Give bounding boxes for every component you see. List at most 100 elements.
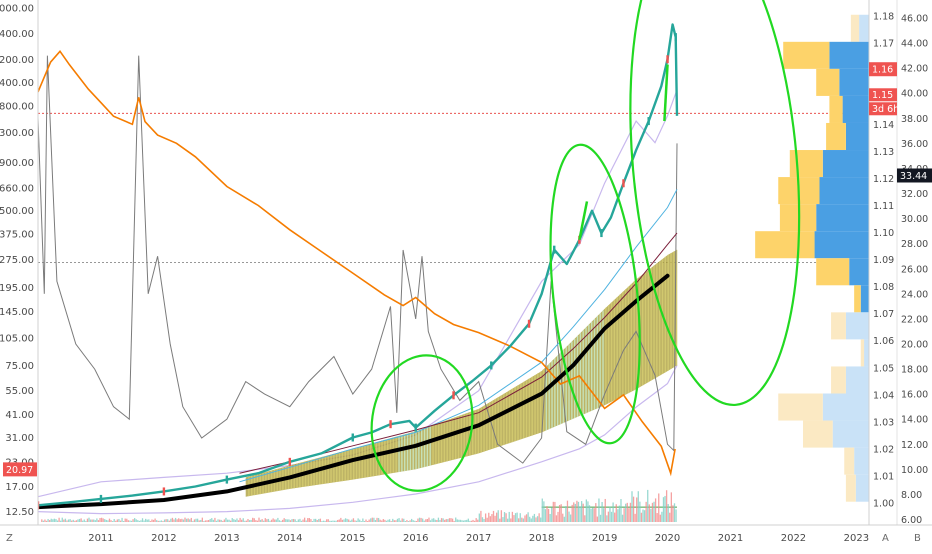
volume-bar (299, 518, 301, 522)
volume-bar (179, 519, 181, 522)
volume-bar (300, 520, 303, 522)
volume-bar (263, 520, 265, 522)
volume-bar (124, 518, 126, 522)
ratio-tick-label: 1.07 (873, 309, 894, 320)
volume-bar (228, 519, 230, 522)
volume-bar (83, 519, 85, 522)
volume-bar (86, 518, 89, 522)
time-axis[interactable]: 2011 2012 2013 2014 2015 2016 2017 2018 2019 2020… (88, 533, 869, 544)
volume-bar (588, 505, 591, 522)
volume-bar (423, 520, 425, 522)
volume-bar (58, 517, 60, 522)
volume-bar (659, 514, 661, 522)
volume-bar (201, 517, 203, 522)
volume-bar (593, 508, 595, 522)
volume-bar (411, 518, 413, 522)
volume-bar (552, 501, 554, 522)
profile-bar-up (783, 41, 830, 69)
volume-bar (426, 519, 429, 522)
volume-bar (64, 518, 67, 522)
candle (452, 391, 455, 400)
candle (389, 420, 392, 429)
volume-bar (582, 503, 584, 522)
volume-bar (143, 520, 145, 522)
price-tick-label: 14.00 (901, 415, 928, 426)
time-tick-label: 2016 (403, 533, 428, 544)
ratio-tick-label: 1.13 (873, 147, 894, 158)
price-tick-label: 10.00 (901, 465, 928, 476)
volume-bar (422, 518, 424, 522)
profile-bar-down (849, 258, 869, 286)
hand-drawn-annotations (370, 0, 801, 492)
volume-bar (305, 520, 307, 522)
volume-bar (480, 510, 482, 522)
volume-bar (547, 508, 550, 522)
volume-bar (459, 519, 462, 522)
price-tick-label: 22.00 (901, 314, 928, 325)
volume-bar (91, 519, 93, 522)
axis-letter-b[interactable]: B (914, 533, 921, 544)
volume-bar (540, 517, 542, 522)
left-price-axis[interactable]: 6000.00 4400.00 3200.00 2400.00 1800.00 1300.… (0, 4, 34, 519)
volume-bar (403, 518, 405, 522)
volume-bar (420, 517, 422, 522)
volume-bar (311, 521, 314, 522)
volume-bar (146, 519, 148, 522)
green-ellipse-2018 (549, 143, 641, 445)
volume-bar (111, 521, 114, 522)
bottom-axis-panel (0, 525, 932, 550)
price-tick-label: 26.00 (901, 264, 928, 275)
volume-bar (399, 520, 402, 522)
right-price-axis[interactable]: 46.0044.0042.0040.0038.0036.0034.0032.00… (901, 14, 928, 526)
volume-bar (130, 520, 133, 522)
volume-bar (387, 519, 389, 522)
volume-bar (568, 511, 570, 522)
volume-bar (398, 518, 400, 522)
candle (622, 179, 625, 188)
time-tick-label: 2018 (529, 533, 554, 544)
volume-bar (281, 519, 284, 522)
volume-bar (445, 519, 447, 522)
volume-bar (478, 513, 480, 522)
volume-bar (241, 519, 243, 522)
volume-bar (381, 520, 383, 522)
axis-letter-z[interactable]: Z (6, 533, 13, 544)
volume-bar (69, 519, 71, 522)
volume-bar (121, 517, 123, 522)
volume-profile (755, 14, 869, 502)
volume-bar (252, 517, 254, 522)
volume-bar (170, 518, 172, 522)
volume-bar (604, 498, 606, 522)
profile-bar-up (778, 393, 823, 421)
volume-bar (190, 517, 192, 522)
volume-bar (308, 518, 311, 522)
ratio-tick-label: 1.06 (873, 336, 894, 347)
volume-bar (343, 519, 345, 522)
volume-bar (614, 512, 616, 522)
volume-bar (557, 511, 559, 522)
volume-bar (277, 517, 279, 522)
volume-bar (187, 518, 189, 522)
volume-bar (510, 518, 512, 522)
volume-bar (174, 517, 177, 522)
volume-bar (105, 519, 107, 522)
time-tick-label: 2020 (655, 533, 680, 544)
axis-letter-a[interactable]: A (882, 533, 889, 544)
left-tick-label: 660.00 (0, 184, 34, 195)
volume-bar (629, 502, 632, 522)
left-tick-label: 41.00 (5, 410, 34, 421)
volume-bar (382, 519, 384, 522)
volume-bar (450, 518, 452, 522)
price-tick-label: 44.00 (901, 39, 928, 50)
volume-bar (115, 520, 117, 522)
price-tick-label: 18.00 (901, 365, 928, 376)
volume-bar (601, 502, 603, 522)
volume-bar (256, 520, 259, 522)
volume-bar (642, 509, 644, 522)
volume-bar (47, 518, 49, 522)
volume-bar (211, 518, 213, 522)
volume-bar (270, 519, 273, 522)
volume-bar (439, 519, 441, 522)
volume-bar (41, 519, 43, 522)
